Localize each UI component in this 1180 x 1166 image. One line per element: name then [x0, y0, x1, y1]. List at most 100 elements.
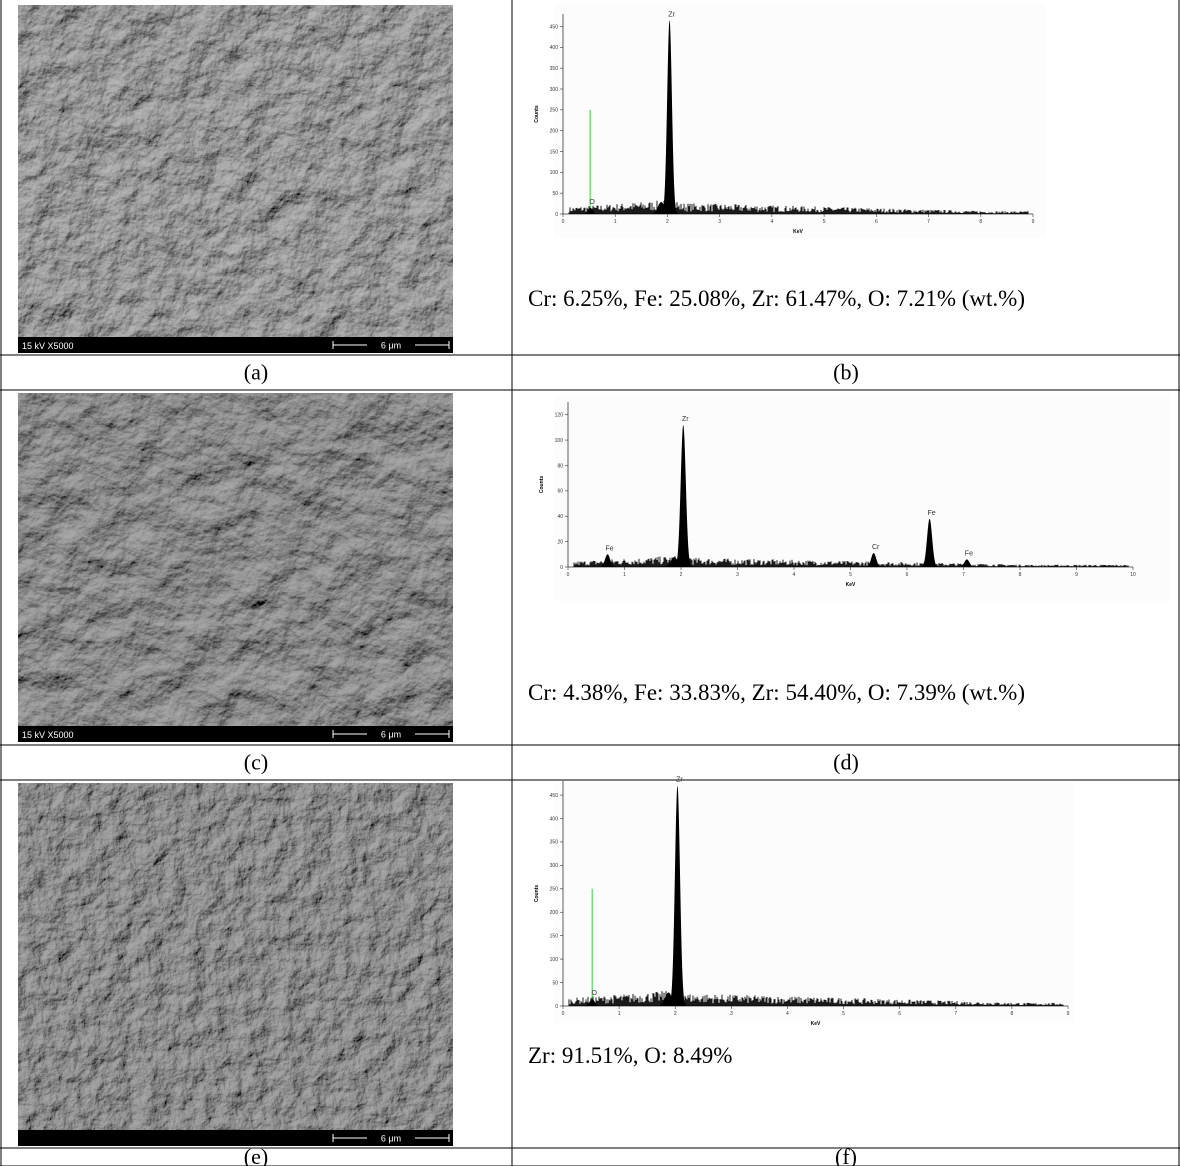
peak — [863, 553, 884, 567]
x-tick-label: 3 — [730, 1011, 733, 1017]
composition: Cr: 6.25%, Fe: 25.08%, Zr: 61.47%, O: 7.… — [528, 286, 1025, 311]
x-tick-label: 4 — [770, 219, 773, 225]
y-tick-label: 100 — [550, 957, 559, 963]
y-tick-label: 350 — [550, 66, 559, 72]
scale-label: 6 μm — [381, 730, 401, 740]
sem-info: 15 kV X5000 — [22, 730, 74, 740]
y-axis-label: Counts — [534, 105, 540, 122]
x-tick-label: 1 — [623, 572, 626, 578]
x-tick-label: 2 — [680, 572, 683, 578]
x-tick-label: 4 — [793, 572, 796, 578]
x-tick-label: 3 — [736, 572, 739, 578]
sem-image — [18, 393, 453, 742]
peak — [956, 559, 978, 567]
spectrum-background — [555, 4, 1045, 238]
spectrum-background — [555, 783, 1075, 1023]
y-tick-label: 80 — [557, 463, 563, 469]
x-tick-label: 10 — [1130, 572, 1136, 578]
y-tick-label: 20 — [557, 539, 563, 545]
peak — [673, 424, 694, 567]
y-tick-label: 0 — [555, 1004, 558, 1010]
peak-label: Fe — [965, 550, 973, 557]
x-tick-label: 7 — [962, 572, 965, 578]
y-tick-label: 450 — [550, 793, 559, 799]
composition: Cr: 4.38%, Fe: 33.83%, Zr: 54.40%, O: 7.… — [528, 680, 1025, 705]
caption: (d) — [833, 750, 859, 775]
sem-info-bar — [18, 726, 453, 742]
x-tick-label: 9 — [1075, 572, 1078, 578]
composition: Zr: 91.51%, O: 8.49% — [528, 1043, 732, 1068]
peak — [667, 785, 688, 1006]
x-tick-label: 2 — [666, 219, 669, 225]
x-tick-label: 3 — [718, 219, 721, 225]
x-tick-label: 0 — [562, 1011, 565, 1017]
spectrum-shoulder — [658, 557, 681, 567]
y-tick-label: 120 — [555, 412, 564, 418]
y-tick-label: 250 — [550, 108, 559, 114]
sem-info-bar — [18, 1130, 453, 1146]
caption: (a) — [244, 360, 268, 385]
y-tick-label: 150 — [550, 149, 559, 155]
x-tick-label: 8 — [979, 219, 982, 225]
y-tick-label: 150 — [550, 933, 559, 939]
spectrum-shoulder — [646, 202, 668, 214]
y-axis-label: Counts — [539, 476, 545, 493]
y-tick-label: 100 — [555, 438, 564, 444]
peak — [919, 518, 940, 567]
y-tick-label: 400 — [550, 45, 559, 51]
y-tick-label: 200 — [550, 128, 559, 134]
peak-label: Zr — [682, 416, 689, 423]
peak-label: Zr — [676, 777, 683, 784]
y-tick-label: 100 — [550, 170, 559, 176]
peak-label: Fe — [605, 545, 613, 552]
spectrum-noise — [573, 555, 1129, 567]
y-tick-label: 50 — [552, 191, 558, 197]
x-tick-label: 0 — [567, 572, 570, 578]
caption: (c) — [244, 750, 268, 775]
peak-label: Zr — [668, 11, 675, 18]
x-tick-label: 7 — [954, 1011, 957, 1017]
peak-label: Fe — [928, 510, 936, 517]
peak — [597, 554, 618, 567]
peak — [582, 998, 603, 1006]
sem-image — [18, 783, 453, 1146]
y-tick-label: 250 — [550, 887, 559, 893]
x-tick-label: 8 — [1019, 572, 1022, 578]
peak — [660, 20, 679, 214]
x-tick-label: 5 — [823, 219, 826, 225]
scale-label: 6 μm — [381, 341, 401, 351]
caption: (f) — [835, 1144, 857, 1166]
y-tick-label: 40 — [557, 514, 563, 520]
y-axis-label: Counts — [534, 885, 540, 902]
x-axis-label: KeV — [793, 229, 803, 235]
y-tick-label: 0 — [560, 565, 563, 571]
x-tick-label: 2 — [674, 1011, 677, 1017]
y-tick-label: 450 — [550, 24, 559, 30]
sem-image — [18, 5, 453, 353]
peak-label: O — [591, 990, 597, 997]
y-tick-label: 0 — [555, 212, 558, 218]
x-tick-label: 7 — [927, 219, 930, 225]
y-tick-label: 200 — [550, 910, 559, 916]
y-tick-label: 300 — [550, 87, 559, 93]
x-tick-label: 5 — [849, 572, 852, 578]
peak-label: O — [589, 199, 595, 206]
peak — [580, 207, 600, 214]
x-tick-label: 1 — [614, 219, 617, 225]
caption: (b) — [833, 360, 859, 385]
spectrum-shoulder — [652, 992, 676, 1006]
caption: (e) — [244, 1144, 268, 1166]
x-tick-label: 1 — [618, 1011, 621, 1017]
sem-info-bar — [18, 337, 453, 353]
y-tick-label: 350 — [550, 840, 559, 846]
x-tick-label: 9 — [1032, 219, 1035, 225]
y-tick-label: 60 — [557, 489, 563, 495]
y-tick-label: 300 — [550, 863, 559, 869]
x-tick-label: 9 — [1067, 1011, 1070, 1017]
x-tick-label: 6 — [875, 219, 878, 225]
x-axis-label: KeV — [846, 582, 856, 588]
x-tick-label: 6 — [906, 572, 909, 578]
y-tick-label: 50 — [552, 980, 558, 986]
